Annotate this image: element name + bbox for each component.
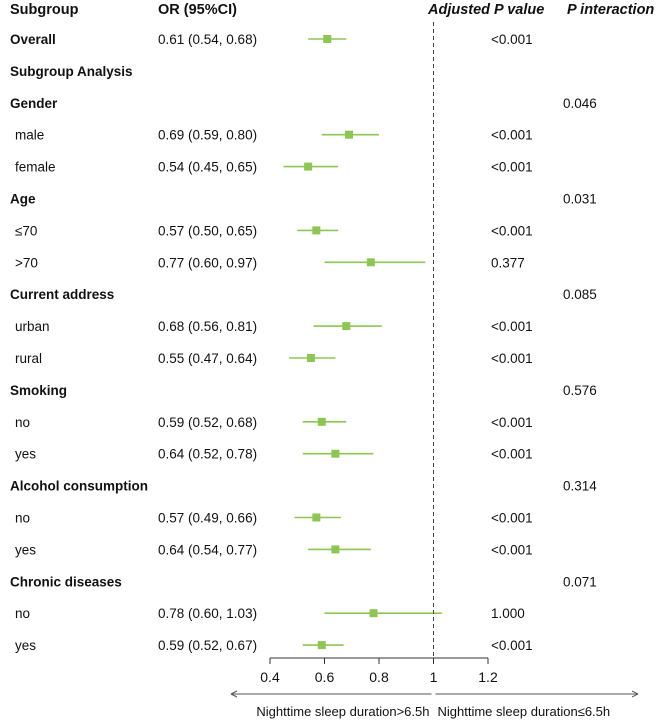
or-point xyxy=(345,130,354,139)
header-or: OR (95%CI) xyxy=(158,2,237,18)
row-or-text: 0.69 (0.59, 0.80) xyxy=(158,128,257,143)
x-tick-label: 1 xyxy=(430,669,438,685)
row-label: no xyxy=(15,415,30,430)
row-or-text: 0.64 (0.54, 0.77) xyxy=(158,542,257,557)
row-label: rural xyxy=(15,351,42,366)
row-label: Age xyxy=(10,192,36,207)
row-label: no xyxy=(15,606,30,621)
or-point xyxy=(306,354,315,362)
left-direction-label: Nighttime sleep duration>6.5h xyxy=(256,704,429,719)
header-subgroup: Subgroup xyxy=(10,2,79,18)
or-point xyxy=(366,258,375,267)
row-label: yes xyxy=(15,638,36,653)
x-tick-label: 1.2 xyxy=(478,669,498,685)
row-adjusted-p: <0.001 xyxy=(491,32,533,47)
or-point xyxy=(312,226,321,235)
row-label: Subgroup Analysis xyxy=(10,64,133,79)
row-p-interaction: 0.046 xyxy=(563,96,597,111)
row-label: ≤70 xyxy=(15,223,37,238)
x-tick-label: 0.8 xyxy=(369,669,389,685)
row-label: Overall xyxy=(10,32,56,47)
or-point xyxy=(323,35,332,43)
row-p-interaction: 0.314 xyxy=(563,479,597,494)
row-adjusted-p: <0.001 xyxy=(491,511,533,526)
row-label: no xyxy=(15,511,30,526)
row-or-text: 0.57 (0.49, 0.66) xyxy=(158,511,257,526)
row-adjusted-p: <0.001 xyxy=(491,638,533,653)
column-headers: Subgroup OR (95%CI) Adjusted P value P i… xyxy=(10,2,654,18)
row-adjusted-p: <0.001 xyxy=(491,542,533,557)
row-label: Chronic diseases xyxy=(10,574,122,589)
row-label: >70 xyxy=(15,255,38,270)
row-adjusted-p: 1.000 xyxy=(491,606,525,621)
or-point xyxy=(369,609,378,618)
or-point xyxy=(317,641,326,650)
row-or-text: 0.55 (0.47, 0.64) xyxy=(158,351,257,366)
row-or-text: 0.77 (0.60, 0.97) xyxy=(158,255,257,270)
row-p-interaction: 0.576 xyxy=(563,383,597,398)
row-adjusted-p: <0.001 xyxy=(491,319,533,334)
x-tick-label: 0.4 xyxy=(260,669,280,685)
right-arrow-head xyxy=(631,690,639,698)
row-adjusted-p: <0.001 xyxy=(491,223,533,238)
right-direction-label: Nighttime sleep duration≤6.5h xyxy=(438,704,611,719)
or-point xyxy=(312,513,321,522)
or-point xyxy=(304,162,313,171)
row-or-text: 0.59 (0.52, 0.67) xyxy=(158,638,257,653)
x-tick-label: 0.6 xyxy=(315,669,335,685)
row-p-interaction: 0.071 xyxy=(563,574,597,589)
or-point xyxy=(331,545,340,554)
row-label: female xyxy=(15,160,56,175)
x-axis: 0.4 0.6 0.8 1 1.2 xyxy=(260,22,498,685)
row-or-text: 0.64 (0.52, 0.78) xyxy=(158,447,257,462)
direction-labels: Nighttime sleep duration>6.5h Nighttime s… xyxy=(230,690,639,719)
row-or-text: 0.68 (0.56, 0.81) xyxy=(158,319,257,334)
row-label: urban xyxy=(15,319,50,334)
row-adjusted-p: <0.001 xyxy=(491,447,533,462)
row-p-interaction: 0.085 xyxy=(563,287,597,302)
header-adjusted-p: Adjusted P value xyxy=(427,2,544,18)
row-or-text: 0.54 (0.45, 0.65) xyxy=(158,160,257,175)
left-arrow-head xyxy=(230,690,238,698)
row-label: Current address xyxy=(10,287,114,302)
row-adjusted-p: <0.001 xyxy=(491,351,533,366)
row-or-text: 0.78 (0.60, 1.03) xyxy=(158,606,257,621)
row-label: Gender xyxy=(10,96,58,111)
header-p-interaction: P interaction xyxy=(567,2,654,18)
row-or-text: 0.59 (0.52, 0.68) xyxy=(158,415,257,430)
row-adjusted-p: <0.001 xyxy=(491,160,533,175)
row-label: yes xyxy=(15,542,36,557)
row-p-interaction: 0.031 xyxy=(563,192,597,207)
row-label: male xyxy=(15,128,44,143)
row-adjusted-p: <0.001 xyxy=(491,128,533,143)
or-point xyxy=(331,449,340,458)
or-point xyxy=(342,322,351,331)
row-adjusted-p: 0.377 xyxy=(491,255,525,270)
row-or-text: 0.57 (0.50, 0.65) xyxy=(158,223,257,238)
row-label: Smoking xyxy=(10,383,67,398)
row-adjusted-p: <0.001 xyxy=(491,415,533,430)
row-label: yes xyxy=(15,447,36,462)
forest-rows: Overall 0.61 (0.54, 0.68) <0.001 Subgroup A… xyxy=(10,32,597,653)
row-label: Alcohol consumption xyxy=(10,479,148,494)
or-point xyxy=(317,417,326,426)
row-or-text: 0.61 (0.54, 0.68) xyxy=(158,32,257,47)
